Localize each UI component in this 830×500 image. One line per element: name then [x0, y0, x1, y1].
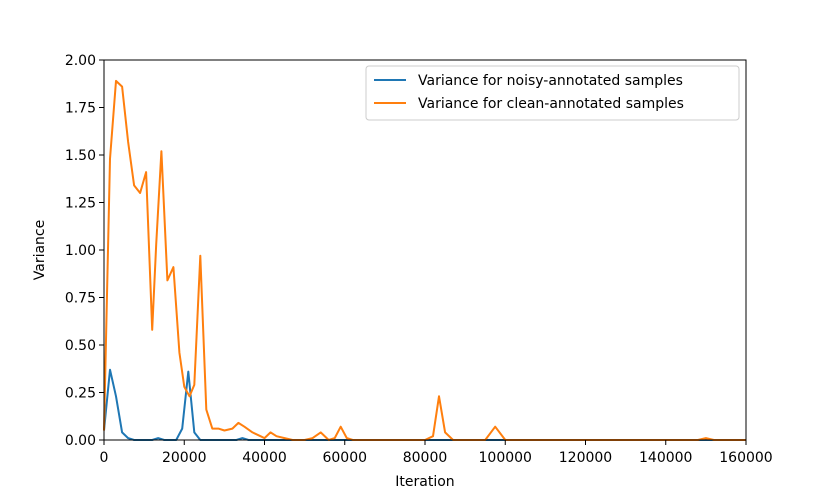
- y-tick-label: 0.50: [65, 338, 96, 354]
- x-tick-label: 20000: [162, 450, 207, 466]
- x-axis-label: Iteration: [395, 474, 454, 490]
- y-tick-label: 0.25: [65, 386, 96, 402]
- y-tick-label: 1.25: [65, 196, 96, 212]
- y-axis-ticks: 0.00 0.25 0.50 0.75 1.00 1.25 1.50 1.75 2.00: [65, 53, 104, 449]
- series-line-clean: [103, 79, 746, 441]
- x-tick-label: 60000: [322, 450, 367, 466]
- legend-label-clean: Variance for clean-annotated samples: [418, 96, 684, 112]
- legend: Variance for noisy-annotated samples Var…: [365, 65, 740, 121]
- y-tick-label: 0.00: [65, 433, 96, 449]
- y-axis-label: Variance: [32, 220, 48, 280]
- x-tick-label: 40000: [242, 450, 287, 466]
- legend-box: [365, 65, 740, 121]
- y-tick-label: 0.75: [65, 291, 96, 307]
- y-tick-label: 1.75: [65, 101, 96, 117]
- plot-area: [103, 79, 746, 441]
- y-tick-label: 1.50: [65, 148, 96, 164]
- x-tick-label: 140000: [639, 450, 692, 466]
- x-tick-label: 120000: [559, 450, 612, 466]
- legend-label-noisy: Variance for noisy-annotated samples: [418, 73, 683, 89]
- series-line-noisy: [103, 368, 746, 441]
- y-tick-label: 1.00: [65, 243, 96, 259]
- x-tick-label: 100000: [479, 450, 532, 466]
- y-tick-label: 2.00: [65, 53, 96, 69]
- x-tick-label: 0: [100, 450, 109, 466]
- x-tick-label: 160000: [719, 450, 772, 466]
- plot-frame: [103, 59, 747, 441]
- x-tick-label: 80000: [403, 450, 448, 466]
- x-axis-ticks: 0 20000 40000 60000 80000 100000 120000 140000 1…: [100, 440, 773, 466]
